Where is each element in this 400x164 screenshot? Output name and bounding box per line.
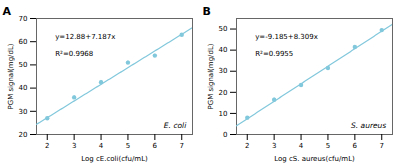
svg-text:5: 5 [326, 142, 330, 150]
svg-text:Log cE.coli(cfu/mL): Log cE.coli(cfu/mL) [81, 155, 148, 163]
svg-text:Log cS. aureus(cfu/mL): Log cS. aureus(cfu/mL) [274, 155, 355, 163]
svg-text:50: 50 [19, 61, 28, 69]
svg-text:60: 60 [19, 38, 28, 46]
svg-text:20: 20 [19, 131, 28, 139]
svg-text:30: 30 [219, 67, 228, 75]
svg-text:30: 30 [19, 108, 28, 116]
svg-text:20: 20 [219, 89, 228, 97]
svg-text:6: 6 [353, 142, 358, 150]
svg-text:0: 0 [223, 131, 227, 139]
svg-text:40: 40 [19, 84, 28, 92]
svg-text:50: 50 [219, 25, 228, 33]
svg-text:y=-9.185+8.309x: y=-9.185+8.309x [255, 33, 318, 41]
svg-text:7: 7 [180, 142, 184, 150]
svg-text:7: 7 [380, 142, 384, 150]
svg-text:10: 10 [219, 110, 228, 118]
svg-text:40: 40 [219, 46, 228, 54]
svg-text:PGM signal(mg/dL): PGM signal(mg/dL) [207, 43, 215, 109]
svg-text:A: A [3, 5, 12, 18]
svg-text:4: 4 [99, 142, 104, 150]
svg-text:6: 6 [153, 142, 158, 150]
svg-text:3: 3 [272, 142, 276, 150]
svg-text:E. coli: E. coli [164, 121, 187, 130]
svg-text:R²=0.9968: R²=0.9968 [55, 50, 93, 58]
svg-text:70: 70 [19, 15, 28, 23]
svg-text:3: 3 [72, 142, 76, 150]
svg-text:4: 4 [299, 142, 304, 150]
svg-text:2: 2 [45, 142, 49, 150]
svg-text:PGM signal(mg/dL): PGM signal(mg/dL) [7, 43, 15, 109]
svg-text:S. aureus: S. aureus [351, 121, 386, 130]
svg-text:B: B [203, 5, 211, 18]
svg-text:5: 5 [126, 142, 130, 150]
svg-text:2: 2 [245, 142, 249, 150]
svg-text:y=12.88+7.187x: y=12.88+7.187x [55, 33, 115, 41]
svg-text:R²=0.9955: R²=0.9955 [255, 50, 293, 58]
